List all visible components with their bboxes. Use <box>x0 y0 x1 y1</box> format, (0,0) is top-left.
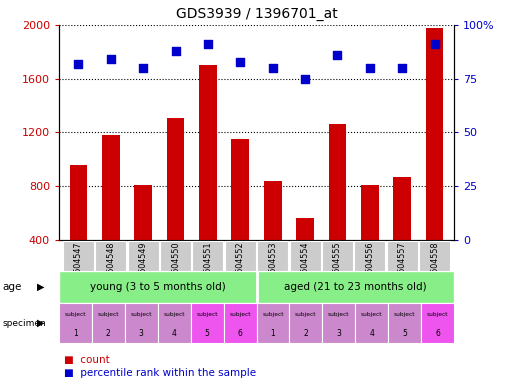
Bar <box>328 124 346 294</box>
Bar <box>264 181 282 294</box>
Text: ▶: ▶ <box>37 282 45 292</box>
Bar <box>256 303 289 343</box>
Text: GSM604558: GSM604558 <box>430 242 439 290</box>
Bar <box>70 165 87 294</box>
Bar <box>421 303 454 343</box>
Bar <box>102 135 120 294</box>
Point <box>398 65 406 71</box>
Text: subject: subject <box>229 312 251 317</box>
FancyBboxPatch shape <box>95 241 126 271</box>
Point <box>366 65 374 71</box>
Text: subject: subject <box>130 312 152 317</box>
Point <box>236 58 244 65</box>
Bar <box>231 139 249 294</box>
FancyBboxPatch shape <box>225 241 256 271</box>
Bar <box>289 303 322 343</box>
Bar <box>167 118 185 294</box>
FancyBboxPatch shape <box>160 241 191 271</box>
Bar <box>158 303 191 343</box>
Bar <box>426 28 443 294</box>
Text: subject: subject <box>262 312 284 317</box>
Bar <box>224 303 256 343</box>
Text: young (3 to 5 months old): young (3 to 5 months old) <box>90 282 226 292</box>
Text: 3: 3 <box>139 329 144 338</box>
Text: GSM604556: GSM604556 <box>365 242 374 290</box>
Text: 6: 6 <box>435 329 440 338</box>
Text: subject: subject <box>97 312 119 317</box>
Bar <box>256 271 454 303</box>
Text: subject: subject <box>427 312 448 317</box>
Bar <box>125 303 158 343</box>
Title: GDS3939 / 1396701_at: GDS3939 / 1396701_at <box>175 7 338 21</box>
Point <box>333 52 342 58</box>
Text: subject: subject <box>361 312 383 317</box>
FancyBboxPatch shape <box>354 241 385 271</box>
Text: GSM604555: GSM604555 <box>333 242 342 290</box>
Text: age: age <box>3 282 22 292</box>
Text: specimen: specimen <box>3 319 46 328</box>
Text: 5: 5 <box>402 329 407 338</box>
FancyBboxPatch shape <box>192 241 224 271</box>
Text: GSM604548: GSM604548 <box>106 242 115 290</box>
Text: subject: subject <box>328 312 349 317</box>
Bar <box>388 303 421 343</box>
Bar <box>59 271 256 303</box>
Text: GSM604553: GSM604553 <box>268 242 277 290</box>
FancyBboxPatch shape <box>322 241 353 271</box>
Text: 4: 4 <box>369 329 374 338</box>
FancyBboxPatch shape <box>387 241 418 271</box>
Bar <box>134 185 152 294</box>
Text: GSM604547: GSM604547 <box>74 242 83 290</box>
Point <box>171 48 180 54</box>
FancyBboxPatch shape <box>63 241 94 271</box>
Text: ■  percentile rank within the sample: ■ percentile rank within the sample <box>64 368 256 378</box>
Bar <box>322 303 355 343</box>
Point <box>107 56 115 63</box>
Text: 2: 2 <box>106 329 111 338</box>
Text: 3: 3 <box>337 329 341 338</box>
Text: GSM604549: GSM604549 <box>139 242 148 290</box>
FancyBboxPatch shape <box>289 241 321 271</box>
Text: 6: 6 <box>238 329 243 338</box>
Bar <box>355 303 388 343</box>
Point <box>301 76 309 82</box>
Point <box>74 61 83 67</box>
Text: 5: 5 <box>205 329 210 338</box>
Text: GSM604551: GSM604551 <box>204 242 212 290</box>
Text: subject: subject <box>196 312 218 317</box>
FancyBboxPatch shape <box>419 241 450 271</box>
Text: 4: 4 <box>172 329 176 338</box>
Text: subject: subject <box>164 312 185 317</box>
FancyBboxPatch shape <box>128 241 159 271</box>
Text: subject: subject <box>65 312 86 317</box>
Text: subject: subject <box>295 312 317 317</box>
FancyBboxPatch shape <box>257 241 288 271</box>
Text: 1: 1 <box>270 329 275 338</box>
Bar <box>361 185 379 294</box>
Point <box>430 41 439 47</box>
Bar <box>296 218 314 294</box>
Text: aged (21 to 23 months old): aged (21 to 23 months old) <box>284 282 427 292</box>
Point <box>204 41 212 47</box>
Text: subject: subject <box>394 312 416 317</box>
Text: ▶: ▶ <box>37 318 45 328</box>
Text: ■  count: ■ count <box>64 355 110 365</box>
Text: 2: 2 <box>304 329 308 338</box>
Bar <box>199 65 217 294</box>
Text: GSM604550: GSM604550 <box>171 242 180 290</box>
Point <box>269 65 277 71</box>
Text: 1: 1 <box>73 329 78 338</box>
Bar <box>191 303 224 343</box>
Text: GSM604552: GSM604552 <box>236 242 245 290</box>
Point <box>139 65 147 71</box>
Bar <box>92 303 125 343</box>
Bar <box>59 303 92 343</box>
Text: GSM604557: GSM604557 <box>398 242 407 290</box>
Text: GSM604554: GSM604554 <box>301 242 309 290</box>
Bar <box>393 177 411 294</box>
